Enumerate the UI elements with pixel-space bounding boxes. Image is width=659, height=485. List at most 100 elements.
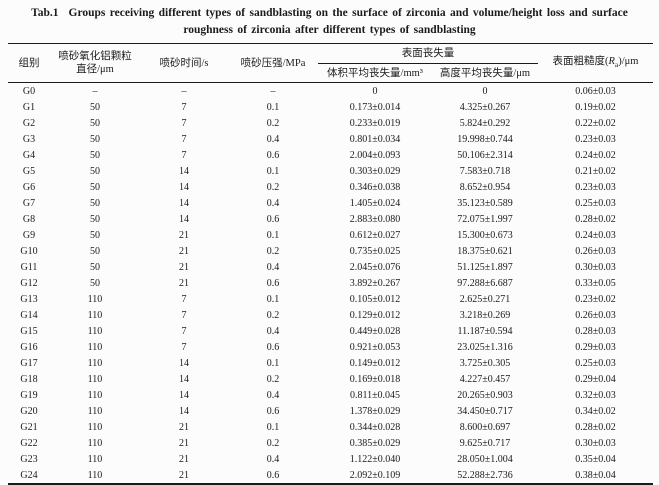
table-cell: G22	[20, 437, 38, 449]
table-cell: G2	[22, 117, 36, 129]
table-cell: 0.2	[266, 117, 280, 129]
roughness-label-suffix: )/μm	[618, 55, 639, 67]
table-cell: G7	[22, 197, 36, 209]
table-cell: 18.375±0.621	[457, 245, 513, 257]
particle-header-line-2: 直径/μm	[76, 64, 114, 75]
table-cell: 0	[372, 85, 378, 97]
roughness-symbol-subscript: a	[614, 60, 619, 70]
table-cell: 28.050±1.004	[457, 453, 513, 465]
table-cell: 0.173±0.014	[349, 101, 401, 113]
table-cell: 5.824±0.292	[459, 117, 511, 129]
table-cell: 7	[181, 149, 187, 161]
table-cell: 0.1	[266, 229, 280, 241]
table-cell: 0.2	[266, 181, 280, 193]
table-cell: G14	[20, 309, 38, 321]
table-cell: 0.06±0.03	[575, 85, 616, 97]
table-row: G3 50 7 0.4 0.801±0.034 19.998±0.744 0.23±0.03	[8, 131, 653, 147]
table-row: G8 50 14 0.6 2.883±0.080 72.075±1.997 0.28±0.0…	[8, 211, 653, 227]
table-cell: 0.33±0.05	[575, 277, 616, 289]
table-row: G2 50 7 0.2 0.233±0.019 5.824±0.292 0.22±0.02	[8, 115, 653, 131]
table-cell: 50	[90, 101, 100, 113]
table-row: G7 50 14 0.4 1.405±0.024 35.123±0.589 0.25±0.0…	[8, 195, 653, 211]
table-cell: G0	[22, 85, 36, 97]
table-caption: Tab.1 Groups receiving different types of…	[0, 5, 659, 39]
col-header-surface-loss-group: 表面丧失量	[318, 43, 538, 64]
table-cell: 0.29±0.04	[575, 373, 616, 385]
table-cell: 0.149±0.012	[349, 357, 401, 369]
table-cell: 50	[90, 117, 100, 129]
table-cell: 0.1	[266, 165, 280, 177]
table-cell: 0.29±0.03	[575, 341, 616, 353]
table-cell: 50	[90, 133, 100, 145]
table-cell: 2.092±0.109	[349, 469, 401, 481]
table-cell: 0.233±0.019	[349, 117, 401, 129]
table-cell: 7	[181, 325, 187, 337]
table-cell: 2.045±0.076	[349, 261, 401, 273]
table-cell: 20.265±0.903	[457, 389, 513, 401]
table-row: G21 110 21 0.1 0.344±0.028 8.600±0.697 0.28±0.…	[8, 419, 653, 435]
table-cell: 0.22±0.02	[575, 117, 616, 129]
table-cell: 3.725±0.305	[459, 357, 511, 369]
particle-header-line-1: 喷砂氧化铝颗粒	[58, 51, 132, 62]
table-number: Tab.1	[31, 7, 59, 19]
table-cell: G23	[20, 453, 38, 465]
table-cell: 52.288±2.736	[457, 469, 513, 481]
table-cell: 0.24±0.02	[575, 149, 616, 161]
table-cell: 0.6	[266, 213, 280, 225]
table-row: G17 110 14 0.1 0.149±0.012 3.725±0.305 0.25±0.…	[8, 355, 653, 371]
table-cell: 0.4	[266, 133, 280, 145]
table-cell: G11	[20, 261, 38, 273]
table-cell: 0	[482, 85, 488, 97]
table-cell: 50	[90, 213, 100, 225]
table-cell: 14	[179, 373, 189, 385]
table-cell: 50	[90, 245, 100, 257]
table-cell: 0.6	[266, 469, 280, 481]
table-cell: 7	[181, 117, 187, 129]
table-cell: 0.35±0.04	[575, 453, 616, 465]
table-row: G18 110 14 0.2 0.169±0.018 4.227±0.457 0.29±0.…	[8, 371, 653, 387]
table-cell: 110	[87, 357, 103, 369]
table-cell: 0.2	[266, 309, 280, 321]
table-cell: 2.625±0.271	[459, 293, 511, 305]
table-cell: 0.24±0.03	[575, 229, 616, 241]
caption-text-line-1: Groups receiving different types of sand…	[68, 7, 628, 19]
table-cell: 0.28±0.02	[575, 421, 616, 433]
table-cell: 14	[179, 213, 189, 225]
table-cell: 14	[179, 405, 189, 417]
table-cell: 1.122±0.040	[349, 453, 401, 465]
table-cell: G13	[20, 293, 38, 305]
table-row: G15 110 7 0.4 0.449±0.028 11.187±0.594 0.28±0.…	[8, 323, 653, 339]
table-cell: 50	[90, 277, 100, 289]
table-cell: 21	[179, 245, 189, 257]
table-cell: G4	[22, 149, 36, 161]
table-cell: 0.129±0.012	[349, 309, 401, 321]
table-cell: 0.346±0.038	[349, 181, 401, 193]
table-cell: 0.449±0.028	[349, 325, 401, 337]
col-header-particle-diameter: 喷砂氧化铝颗粒 直径/μm	[50, 44, 140, 83]
table-cell: 0.2	[266, 437, 280, 449]
table-cell: 14	[179, 389, 189, 401]
table-cell: 0.1	[266, 101, 280, 113]
table-row: G1 50 7 0.1 0.173±0.014 4.325±0.267 0.19±0.02	[8, 99, 653, 115]
table-cell: 21	[179, 469, 189, 481]
table-cell: 50	[90, 229, 100, 241]
table-cell: G21	[20, 421, 38, 433]
table-cell: 0.25±0.03	[575, 197, 616, 209]
roughness-symbol: R	[608, 55, 615, 67]
table-cell: 110	[87, 293, 103, 305]
table-cell: 23.025±1.316	[457, 341, 513, 353]
table-cell: 3.892±0.267	[349, 277, 401, 289]
table-row: G19 110 14 0.4 0.811±0.045 20.265±0.903 0.32±0…	[8, 387, 653, 403]
table-cell: 0.6	[266, 405, 280, 417]
table-cell: 50	[90, 261, 100, 273]
table-cell: 2.004±0.093	[349, 149, 401, 161]
table-cell: 1.378±0.029	[349, 405, 401, 417]
table-cell: 72.075±1.997	[457, 213, 513, 225]
col-header-pressure: 喷砂压强/MPa	[240, 57, 306, 69]
table-cell: 0.21±0.02	[575, 165, 616, 177]
table-cell: 8.600±0.697	[459, 421, 511, 433]
table-cell: 0.32±0.03	[575, 389, 616, 401]
table-cell: G8	[22, 213, 36, 225]
table-cell: G24	[20, 469, 38, 481]
table-cell: G6	[22, 181, 36, 193]
